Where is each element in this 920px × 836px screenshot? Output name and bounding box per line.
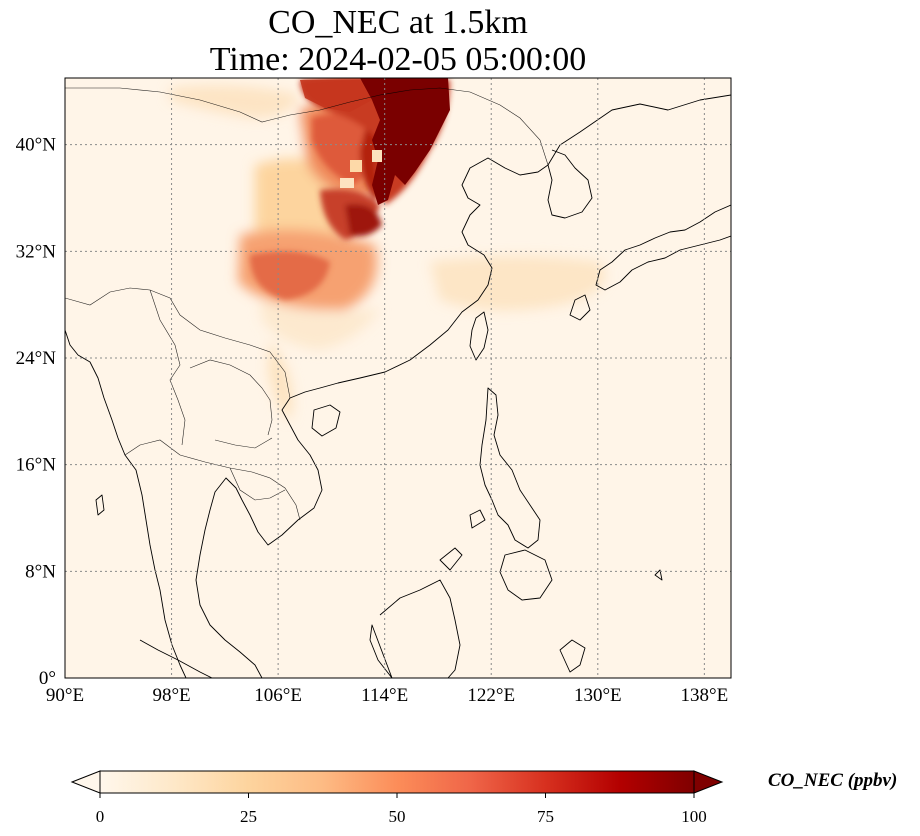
gridlines [65, 78, 731, 678]
colorbar-gradient [100, 771, 694, 793]
coastlines [65, 94, 731, 678]
colorbar-tick-label: 50 [389, 807, 406, 826]
colorbar-tick-label: 0 [96, 807, 105, 826]
country-borders [65, 87, 549, 521]
map-title: CO_NEC at 1.5km [268, 4, 528, 41]
colorbar-tick-label: 100 [681, 807, 707, 826]
map-area [65, 78, 731, 678]
colorbar: 0 25 50 75 100 [70, 770, 724, 826]
colorbar-tick-label: 75 [537, 807, 554, 826]
lat-tick-label: 0° [39, 668, 56, 689]
lat-tick-label: 24°N [16, 348, 57, 369]
lon-tick-labels: 90°E 98°E 106°E 114°E 122°E 130°E 138°E [46, 685, 728, 706]
colorbar-extend-max [693, 770, 724, 794]
lon-tick-label: 98°E [152, 685, 190, 706]
colorbar-label: CO_NEC (ppbv) [768, 770, 898, 791]
lat-tick-label: 32°N [16, 241, 57, 262]
lon-tick-label: 130°E [574, 685, 622, 706]
lat-tick-label: 40°N [16, 135, 57, 156]
lon-tick-label: 122°E [467, 685, 515, 706]
colorbar-extend-min [70, 770, 101, 794]
co-concentration-field [170, 78, 605, 420]
lon-tick-label: 90°E [46, 685, 84, 706]
lat-tick-labels: 0° 8°N 16°N 24°N 32°N 40°N [16, 135, 57, 689]
lon-tick-label: 138°E [681, 685, 729, 706]
colorbar-tick-label: 25 [240, 807, 257, 826]
lon-tick-label: 106°E [254, 685, 302, 706]
map-frame [64, 77, 732, 679]
lat-tick-label: 16°N [16, 455, 57, 476]
lat-tick-label: 8°N [25, 561, 56, 582]
lon-tick-label: 114°E [361, 685, 408, 706]
map-subtitle-time: Time: 2024-02-05 05:00:00 [209, 41, 587, 78]
